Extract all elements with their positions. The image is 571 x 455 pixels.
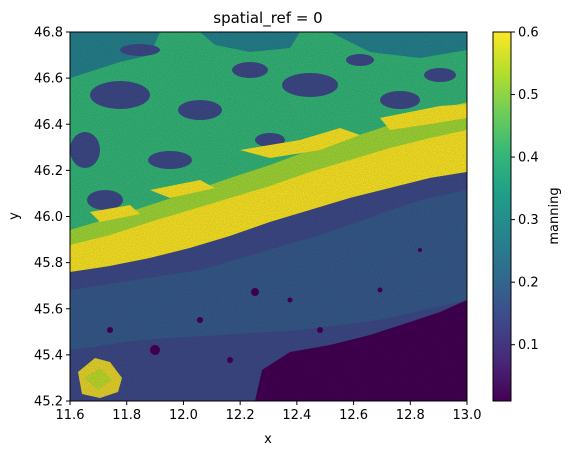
colorbar-frame bbox=[492, 31, 512, 402]
raster-map bbox=[70, 32, 467, 401]
y-tick-label: 46.2 bbox=[34, 164, 63, 179]
x-tick-label: 12.6 bbox=[339, 408, 368, 423]
y-tick-label: 45.6 bbox=[34, 302, 63, 317]
y-tick-label: 45.8 bbox=[34, 256, 63, 271]
colorbar-tick-label: 0.1 bbox=[518, 338, 539, 353]
y-axis-label: y bbox=[7, 212, 22, 220]
colorbar-axis: 0.1 0.2 0.3 0.4 0.5 0.6 bbox=[511, 26, 539, 353]
colorbar-tick-label: 0.4 bbox=[518, 151, 539, 166]
x-tick-label: 11.8 bbox=[112, 408, 141, 423]
colorbar-tick-label: 0.5 bbox=[518, 88, 539, 103]
colorbar bbox=[493, 32, 511, 401]
colorbar-label: manning bbox=[547, 187, 562, 244]
x-tick-label: 12.0 bbox=[169, 408, 198, 423]
y-tick-label: 46.6 bbox=[34, 72, 63, 87]
x-tick-label: 13.0 bbox=[453, 408, 482, 423]
y-axis: 45.2 45.4 45.6 45.8 46.0 46.2 46.4 46.6 46.8 bbox=[34, 26, 70, 410]
x-tick-label: 12.4 bbox=[282, 408, 311, 423]
x-tick-label: 12.2 bbox=[226, 408, 255, 423]
x-tick-label: 11.6 bbox=[56, 408, 85, 423]
chart-title: spatial_ref = 0 bbox=[213, 9, 322, 28]
colorbar-tick-label: 0.3 bbox=[518, 213, 539, 228]
x-axis-label: x bbox=[264, 432, 272, 447]
y-tick-label: 46.4 bbox=[34, 118, 63, 133]
y-tick-label: 45.2 bbox=[34, 395, 63, 410]
x-tick-label: 12.8 bbox=[396, 408, 425, 423]
x-axis: 11.6 11.8 12.0 12.2 12.4 12.6 12.8 13.0 bbox=[56, 401, 482, 423]
texture-overlay bbox=[70, 32, 467, 401]
y-tick-label: 46.0 bbox=[34, 210, 63, 225]
y-tick-label: 46.8 bbox=[34, 26, 63, 41]
y-tick-label: 45.4 bbox=[34, 348, 63, 363]
colorbar-tick-label: 0.6 bbox=[518, 26, 539, 41]
colorbar-tick-label: 0.2 bbox=[518, 276, 539, 291]
